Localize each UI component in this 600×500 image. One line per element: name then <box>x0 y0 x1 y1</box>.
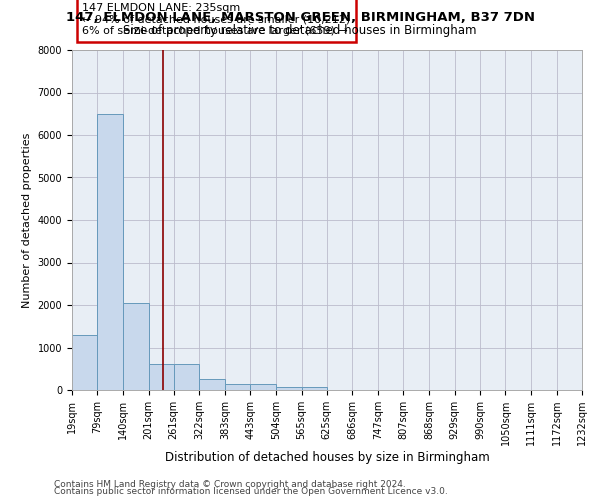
Text: 147, ELMDON LANE, MARSTON GREEN, BIRMINGHAM, B37 7DN: 147, ELMDON LANE, MARSTON GREEN, BIRMING… <box>65 11 535 24</box>
Text: Size of property relative to detached houses in Birmingham: Size of property relative to detached ho… <box>123 24 477 37</box>
X-axis label: Distribution of detached houses by size in Birmingham: Distribution of detached houses by size … <box>164 451 490 464</box>
Bar <box>123 303 149 390</box>
Bar <box>149 364 174 390</box>
Bar <box>225 384 250 390</box>
Bar <box>276 386 302 390</box>
Bar <box>302 386 327 390</box>
Text: Contains HM Land Registry data © Crown copyright and database right 2024.: Contains HM Land Registry data © Crown c… <box>54 480 406 489</box>
Bar <box>97 114 123 390</box>
Y-axis label: Number of detached properties: Number of detached properties <box>22 132 32 308</box>
Bar <box>199 380 225 390</box>
Bar <box>174 364 199 390</box>
Bar <box>250 384 276 390</box>
Text: 147 ELMDON LANE: 235sqm
← 94% of detached houses are smaller (10,212)
6% of semi: 147 ELMDON LANE: 235sqm ← 94% of detache… <box>82 3 350 36</box>
Text: Contains public sector information licensed under the Open Government Licence v3: Contains public sector information licen… <box>54 488 448 496</box>
Bar <box>72 335 97 390</box>
